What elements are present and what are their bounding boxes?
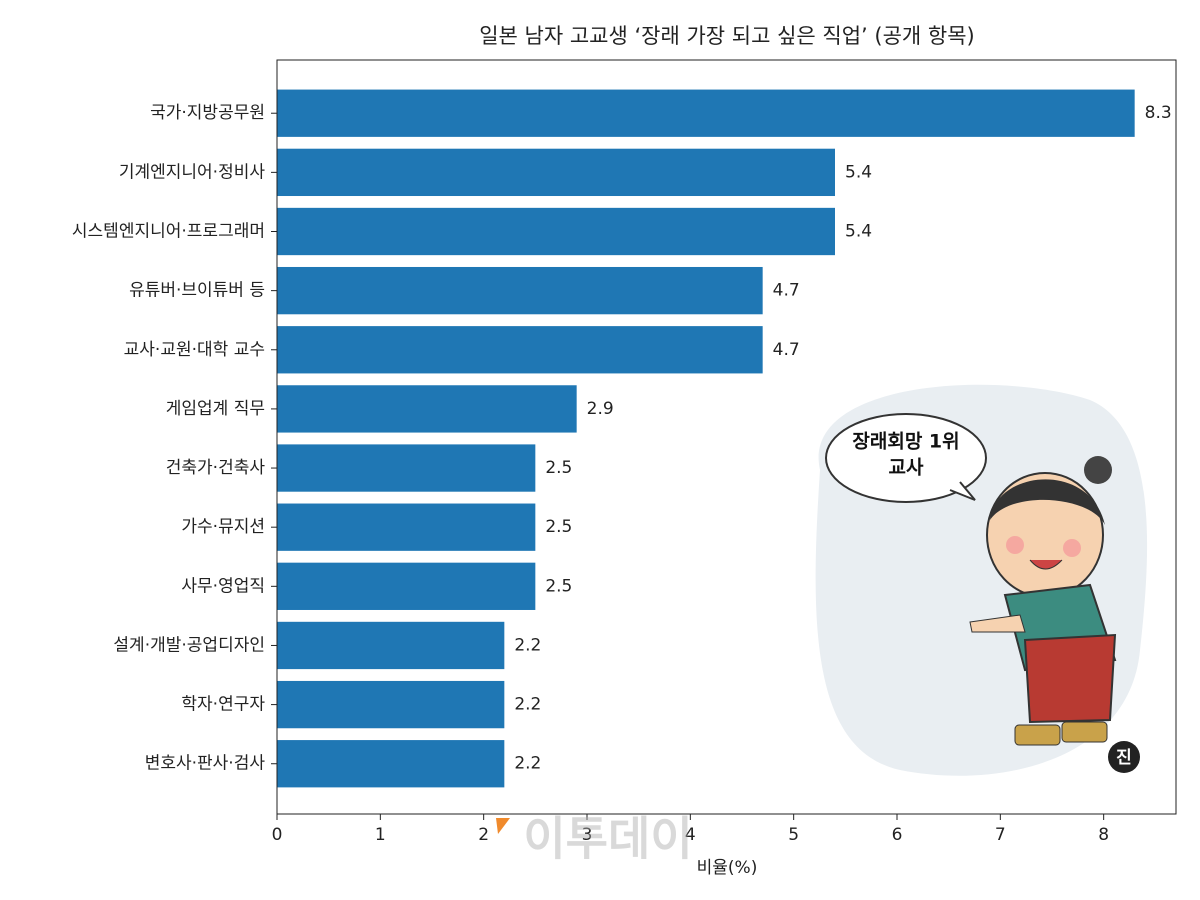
value-label: 2.5 [545,576,572,596]
y-tick-label: 가수·뮤지션 [181,517,265,537]
value-label: 2.9 [587,399,614,419]
y-tick-label: 변호사·판사·검사 [145,754,266,774]
bar [277,562,536,610]
badge-text: 진 [1116,748,1132,768]
x-tick-label: 6 [892,825,903,845]
shoe [1014,724,1061,746]
value-label: 4.7 [773,340,800,360]
bar [277,740,505,788]
illustration: 장래회망 1위 교사 진 [786,356,1148,802]
badge [1108,741,1140,773]
y-tick-label: 유튜버·브이튜버 등 [129,281,265,301]
bar [277,680,505,729]
value-label: 2.2 [514,754,541,774]
x-tick-label: 8 [1098,825,1109,845]
bar [277,207,835,256]
y-tick-label: 기계엔지니어·정비사 [119,162,266,182]
x-tick-label: 0 [272,825,283,845]
hair [990,479,1105,525]
speech-tail [949,481,976,501]
bar [277,385,577,433]
value-label: 2.5 [545,458,572,478]
hair-bun [1084,456,1112,484]
bar [277,503,536,551]
value-label: 8.3 [1145,103,1172,123]
x-tick-label: 3 [582,825,593,845]
y-tick-label: 건축가·건축사 [166,458,266,478]
speech-bubble [825,413,987,503]
value-label: 2.2 [514,635,541,655]
watermark: 이투데이 [523,812,692,866]
x-tick-label: 4 [685,825,696,845]
value-label: 4.7 [773,281,800,301]
x-axis-label: 비율(%) [697,858,758,878]
bar [277,266,763,315]
plot-frame [276,59,1177,815]
x-tick-label: 7 [995,825,1006,845]
y-tick-label: 학자·연구자 [181,695,265,715]
bar [277,89,1135,137]
y-tick-label: 설계·개발·공업디자인 [113,635,265,655]
value-label: 2.2 [514,695,541,715]
chart-title: 일본 남자 고교생 ‘장래 가장 되고 싶은 직업’ (공개 항목) [479,24,975,48]
cheek [1063,539,1081,557]
pants [1023,633,1117,724]
cheek [1006,536,1024,554]
value-label: 2.5 [545,517,572,537]
bar [277,148,835,197]
bar [277,621,505,670]
y-tick-label: 교사·교원·대학 교수 [124,340,265,360]
value-label: 5.4 [845,162,872,182]
watermark-logo [496,818,510,834]
x-tick-label: 5 [788,825,799,845]
y-tick-label: 게임업계 직무 [166,399,265,419]
bubble-text: 교사 [889,457,924,479]
y-tick-label: 사무·영업직 [181,576,265,596]
y-tick-label: 시스템엔지니어·프로그래머 [72,221,265,241]
value-label: 5.4 [845,221,872,241]
hand [969,614,1026,633]
x-tick-label: 1 [375,825,386,845]
bubble-text: 장래회망 1위 [852,431,959,453]
bar [277,326,763,374]
bar [277,444,536,492]
mouth [1029,559,1063,570]
plot-area: 0 1 2 3 4 5 6 7 8 국가·지방공무원 8.3 기계엔지니어·정비사 5.4 시스템엔지니어… [72,59,1177,845]
x-tick-label: 2 [478,825,489,845]
y-tick-label: 국가·지방공무원 [150,103,265,123]
shoe [1061,721,1108,743]
